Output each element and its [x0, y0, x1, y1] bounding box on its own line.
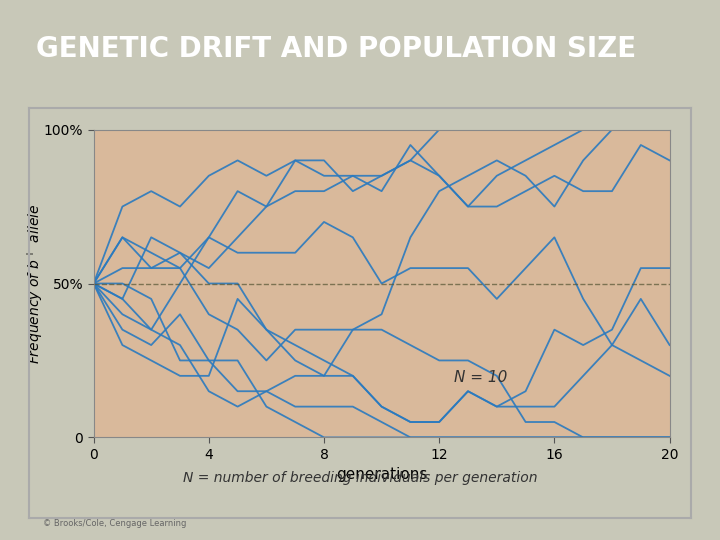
- Text: N = 10: N = 10: [454, 370, 507, 385]
- Text: © Brooks/Cole, Cengage Learning: © Brooks/Cole, Cengage Learning: [43, 519, 186, 528]
- Text: N = number of breeding individuals per generation: N = number of breeding individuals per g…: [183, 471, 537, 485]
- Text: Frequency of $b^+$ allele: Frequency of $b^+$ allele: [26, 204, 46, 363]
- Text: GENETIC DRIFT AND POPULATION SIZE: GENETIC DRIFT AND POPULATION SIZE: [36, 35, 636, 63]
- X-axis label: generations: generations: [336, 468, 427, 482]
